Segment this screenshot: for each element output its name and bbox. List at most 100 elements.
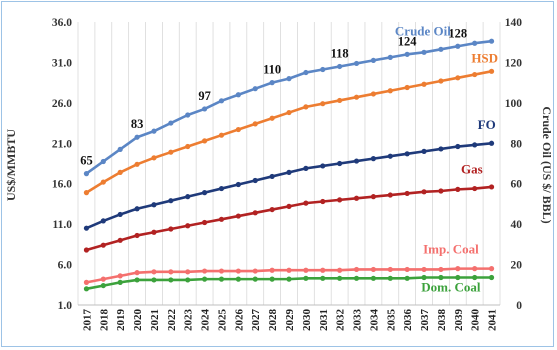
data-label: 110 [263, 63, 281, 77]
crude-oil-point [472, 40, 478, 46]
gas-point [117, 237, 123, 243]
data-label: 97 [198, 89, 211, 103]
imp-coal-series-label: Imp. Coal [423, 241, 479, 256]
hsd-point [472, 71, 478, 78]
crude-oil-point [252, 86, 258, 92]
gas-point [151, 229, 157, 235]
x-tick-label: 2036 [402, 309, 414, 332]
left-tick-label: 16.0 [52, 179, 72, 191]
crude-oil-point [421, 49, 427, 55]
dom-coal-point [134, 277, 140, 283]
gas-point [83, 247, 90, 253]
crude-oil-point [353, 60, 360, 67]
fo-point [185, 194, 191, 200]
x-tick-label: 2030 [301, 309, 313, 332]
crude-oil-point [455, 43, 461, 49]
hsd-point [151, 155, 157, 161]
crude-oil-point [151, 128, 157, 134]
dom-coal-point [320, 275, 326, 281]
dom-coal-point [168, 277, 174, 283]
data-label: 118 [331, 46, 349, 60]
hsd-point [83, 190, 90, 196]
right-axis-ticks: 0 20 40 60 80 100 120 140 [505, 17, 523, 312]
right-tick-label: 0 [516, 300, 522, 312]
dom-coal-point [421, 274, 427, 281]
imp-coal-point [185, 269, 191, 275]
dom-coal-point [218, 276, 225, 282]
x-tick-label: 2034 [368, 309, 380, 332]
left-tick-label: 1.0 [58, 300, 73, 312]
fo-point [353, 158, 360, 164]
imp-coal-point [404, 266, 410, 273]
x-axis-ticks: 2017 2018 2019 2020 2021 2022 2023 2024 2025 2026… [81, 309, 498, 332]
left-tick-label: 36.0 [52, 17, 72, 29]
gas-point [100, 242, 106, 248]
imp-coal-point [370, 266, 376, 273]
crude-oil-point [168, 120, 174, 126]
dom-coal-point [455, 274, 461, 281]
crude-oil-point [488, 38, 495, 44]
imp-coal-point [117, 273, 123, 279]
gas-point [438, 188, 444, 194]
gas-point [488, 184, 495, 190]
gas-point [286, 203, 292, 209]
left-axis-title: US$/MMBTU [4, 129, 18, 201]
right-axis-title: Crude Oil (US $/ BBL) [540, 106, 554, 223]
imp-coal-point [320, 267, 326, 273]
crude-oil-point [303, 69, 309, 76]
fo-point [337, 160, 343, 167]
crude-oil-point [404, 51, 410, 57]
crude-oil-point [269, 80, 275, 86]
gas-point [353, 195, 360, 201]
data-label: 128 [448, 26, 467, 40]
gas-point [218, 216, 225, 222]
dom-coal-point [286, 276, 292, 282]
imp-coal-point [438, 266, 444, 273]
dom-coal-point [488, 274, 495, 281]
imp-coal-point [269, 267, 275, 273]
x-tick-label: 2041 [487, 309, 499, 331]
imp-coal-point [151, 269, 157, 275]
imp-coal-point [83, 279, 90, 285]
x-tick-label: 2029 [284, 309, 296, 332]
crude-oil-point [438, 46, 444, 52]
imp-coal-point [455, 266, 461, 272]
hsd-point [303, 104, 309, 110]
imp-coal-point [168, 269, 174, 275]
x-tick-label: 2023 [183, 309, 195, 332]
x-tick-label: 2037 [419, 309, 431, 332]
imp-coal-point [218, 268, 225, 274]
left-tick-label: 26.0 [52, 98, 72, 110]
x-tick-label: 2039 [453, 309, 465, 332]
hsd-series-label: HSD [471, 51, 498, 66]
crude-oil-point [337, 63, 343, 70]
x-tick-label: 2031 [318, 309, 330, 331]
hsd-point [370, 91, 376, 97]
dom-coal-point [303, 275, 309, 281]
fo-point [320, 163, 326, 169]
gas-point [185, 223, 191, 229]
right-tick-label: 20 [511, 260, 523, 272]
x-tick-label: 2040 [470, 309, 482, 332]
hsd-point [168, 149, 174, 155]
imp-coal-point [472, 266, 478, 272]
data-label: 65 [80, 154, 93, 168]
dom-coal-point [185, 277, 191, 283]
x-tick-label: 2025 [216, 309, 228, 332]
left-axis-ticks: 1.0 6.0 11.0 16.0 21.0 26.0 31.0 36.0 [52, 17, 72, 312]
hsd-point [337, 97, 343, 104]
dom-coal-point [353, 275, 360, 281]
gas-point [235, 213, 241, 219]
fo-point [303, 165, 309, 171]
left-tick-label: 31.0 [52, 57, 72, 69]
hsd-point [252, 121, 258, 127]
x-tick-label: 2020 [132, 309, 144, 332]
right-tick-label: 100 [505, 98, 523, 110]
imp-coal-point [303, 267, 309, 273]
dom-coal-point [252, 276, 258, 282]
imp-coal-point [488, 266, 495, 272]
fo-point [83, 225, 90, 231]
crude-oil-point [100, 158, 106, 165]
hsd-point [421, 81, 427, 87]
